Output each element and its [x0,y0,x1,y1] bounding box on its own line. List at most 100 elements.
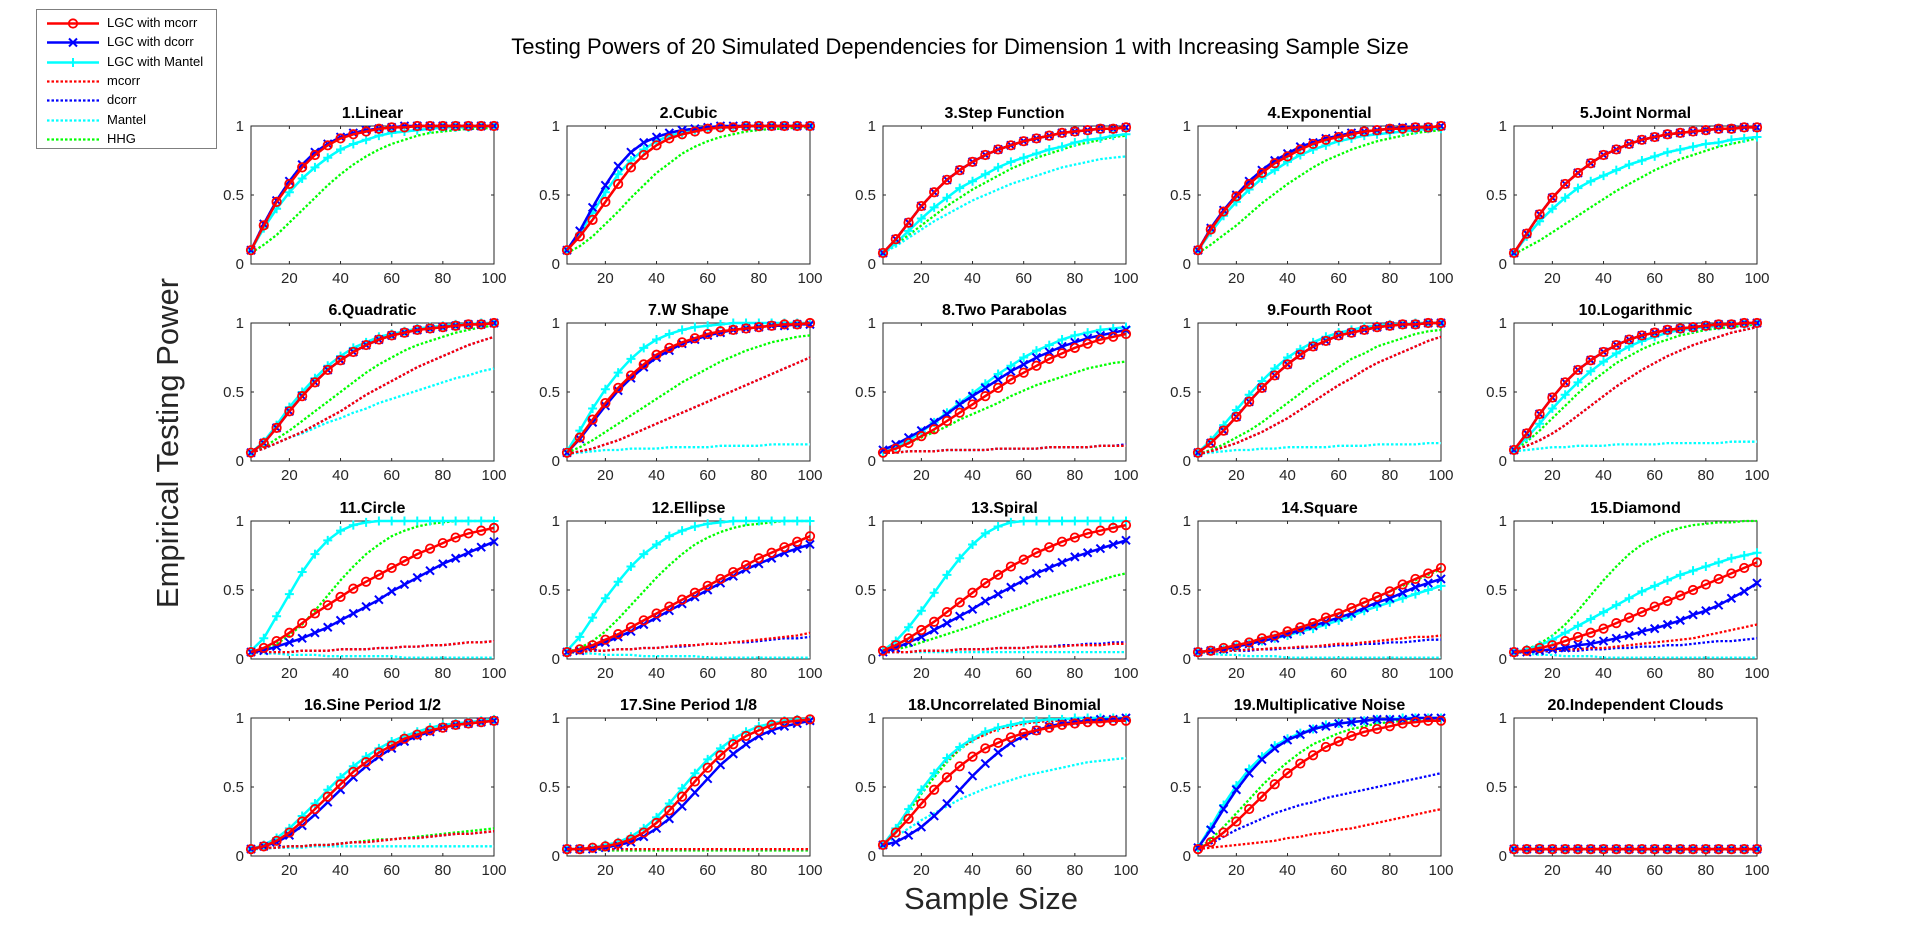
series-line-mantel [882,756,1127,846]
data-point [1095,123,1106,134]
subplot-title: 7.W Shape [648,302,729,319]
data-point [890,827,901,838]
data-point [968,539,978,549]
data-point [1006,157,1016,167]
data-point [690,322,700,332]
data-point [1701,562,1711,572]
data-point [715,760,726,770]
data-point [574,231,585,242]
x-tick-label: 40 [648,270,665,287]
data-point [677,129,688,140]
x-tick-label: 60 [1015,467,1032,484]
y-tick-label: 0 [868,651,876,668]
data-point [689,126,700,137]
series-line-lgc-with-mcorr [250,526,495,654]
data-point [1120,328,1132,340]
axes-box [1513,717,1758,857]
data-point [310,799,320,809]
x-tick-label: 20 [1544,467,1561,484]
data-point [1547,404,1557,414]
series-line-mcorr [251,639,495,654]
series-line-hhg [882,572,1127,654]
legend-item: LGC with Mantel [43,53,215,72]
data-point [1031,346,1041,356]
data-point [993,737,1004,748]
x-tick-label: 80 [1697,270,1714,287]
x-tick-label: 60 [383,862,400,879]
data-point [412,120,423,132]
data-point [284,406,295,417]
data-point [1649,623,1660,634]
x-tick-label: 100 [1428,270,1453,287]
data-point [1056,536,1068,547]
data-point [399,516,409,526]
data-point [284,627,295,638]
data-point [1534,843,1545,855]
y-tick-label: 0 [1499,651,1507,668]
data-point [297,159,307,170]
x-tick-label: 40 [1595,665,1612,682]
data-point [1108,331,1119,342]
data-point [1637,156,1647,165]
data-point [955,183,965,193]
data-point [740,730,752,742]
data-point [1095,334,1106,345]
data-point [1082,338,1093,349]
data-point [942,570,952,580]
data-point [1346,129,1357,140]
data-point [1231,816,1242,827]
x-tick-label: 80 [1697,467,1714,484]
data-point [284,176,295,186]
x-tick-label: 80 [1066,270,1083,287]
data-point [1675,843,1686,855]
data-point [336,526,346,536]
data-point [1031,516,1041,526]
data-point [728,566,739,578]
data-point [284,827,295,838]
data-point [1726,123,1737,134]
data-point [1662,595,1673,607]
data-point [1397,319,1408,330]
data-point [1295,729,1306,740]
data-point [638,359,649,370]
data-point [728,734,738,744]
y-tick-label: 1 [868,118,876,135]
data-point [437,722,448,733]
data-point [1044,722,1055,733]
data-point [1095,717,1106,728]
data-point [1269,158,1280,169]
data-point [903,217,914,228]
x-tick-label: 20 [1228,665,1245,682]
data-point [639,343,649,353]
data-point [438,516,448,526]
data-point [804,317,816,329]
data-point [361,517,371,527]
data-point [1598,843,1609,855]
data-point [1547,392,1558,403]
data-point [310,162,320,172]
data-point [450,532,461,543]
data-point [1359,126,1370,137]
data-point [412,729,423,740]
data-point [1410,582,1421,592]
y-tick-label: 0.5 [1170,187,1191,204]
x-tick-label: 40 [964,665,981,682]
x-tick-label: 40 [1595,270,1612,287]
series-line-lgc-with-mcorr [1197,719,1441,851]
y-tick-label: 0 [236,453,244,470]
x-tick-label: 100 [797,665,822,682]
x-tick-label: 40 [332,665,349,682]
data-point [1752,548,1762,558]
data-point [463,718,474,729]
data-point [1120,715,1132,726]
data-point [689,776,700,787]
subplot-title: 15.Diamond [1590,500,1681,517]
data-point [600,196,611,207]
subplot-title: 10.Logarithmic [1579,302,1693,319]
x-tick-label: 60 [383,467,400,484]
x-tick-label: 20 [597,862,614,879]
series-line-mantel [251,845,494,851]
data-point [1713,600,1724,610]
y-tick-label: 1 [552,513,560,530]
x-tick-label: 80 [750,467,767,484]
